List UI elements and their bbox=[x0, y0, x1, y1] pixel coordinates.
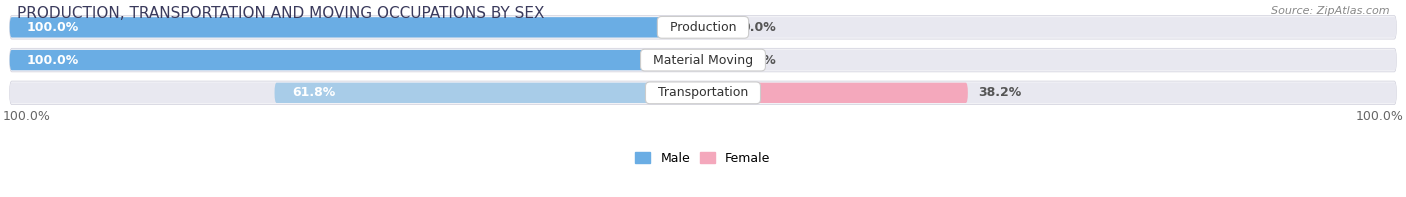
Text: Source: ZipAtlas.com: Source: ZipAtlas.com bbox=[1271, 6, 1389, 16]
FancyBboxPatch shape bbox=[703, 17, 731, 37]
Text: 100.0%: 100.0% bbox=[27, 54, 79, 67]
FancyBboxPatch shape bbox=[10, 83, 1396, 103]
Text: 0.0%: 0.0% bbox=[741, 21, 776, 34]
Text: 0.0%: 0.0% bbox=[741, 54, 776, 67]
Text: 100.0%: 100.0% bbox=[3, 110, 51, 123]
FancyBboxPatch shape bbox=[703, 50, 731, 70]
Legend: Male, Female: Male, Female bbox=[630, 147, 776, 170]
Text: 61.8%: 61.8% bbox=[292, 86, 335, 99]
Text: Production: Production bbox=[662, 21, 744, 34]
Text: 38.2%: 38.2% bbox=[979, 86, 1022, 99]
Text: PRODUCTION, TRANSPORTATION AND MOVING OCCUPATIONS BY SEX: PRODUCTION, TRANSPORTATION AND MOVING OC… bbox=[17, 6, 544, 21]
FancyBboxPatch shape bbox=[10, 50, 1396, 70]
FancyBboxPatch shape bbox=[10, 48, 1396, 72]
Text: 100.0%: 100.0% bbox=[1355, 110, 1403, 123]
FancyBboxPatch shape bbox=[10, 17, 703, 37]
Text: 100.0%: 100.0% bbox=[27, 21, 79, 34]
FancyBboxPatch shape bbox=[10, 81, 1396, 105]
FancyBboxPatch shape bbox=[10, 16, 1396, 39]
Text: Transportation: Transportation bbox=[650, 86, 756, 99]
FancyBboxPatch shape bbox=[10, 17, 1396, 37]
FancyBboxPatch shape bbox=[703, 83, 967, 103]
Text: Material Moving: Material Moving bbox=[645, 54, 761, 67]
FancyBboxPatch shape bbox=[10, 50, 703, 70]
FancyBboxPatch shape bbox=[274, 83, 703, 103]
